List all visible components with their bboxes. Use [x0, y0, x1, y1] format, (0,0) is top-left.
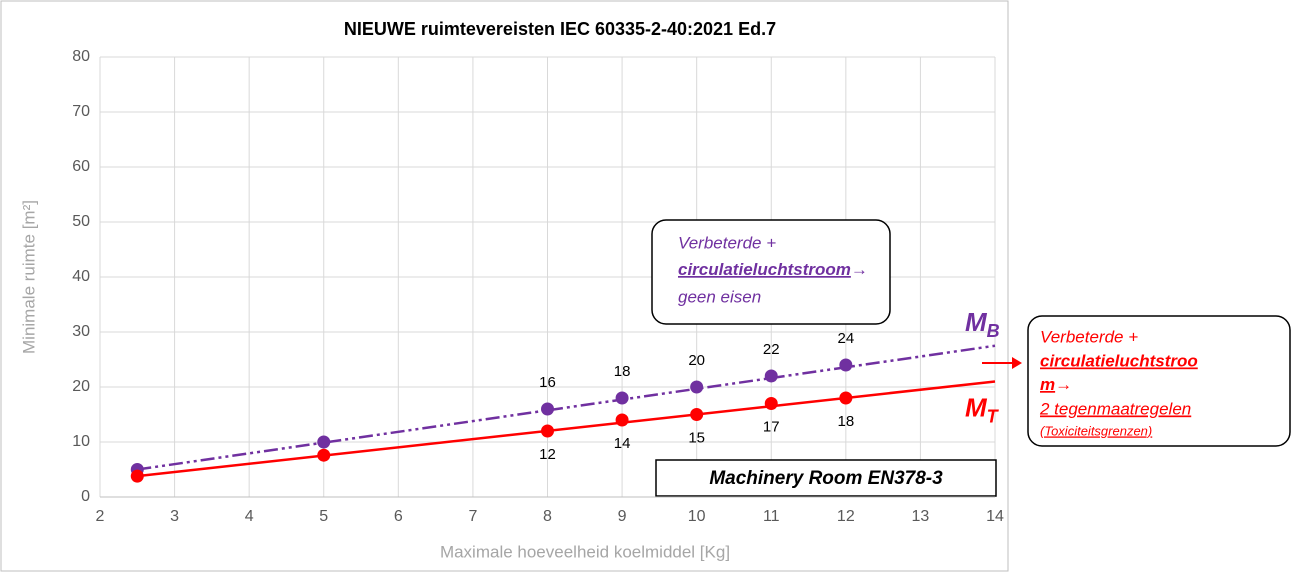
y-tick-label: 0: [81, 488, 90, 505]
x-tick-label: 6: [394, 508, 403, 525]
annotation: (Toxiciteitsgrenzen): [1040, 423, 1152, 438]
annotation: Verbeterde +: [678, 233, 776, 252]
legend-label: MB: [965, 307, 1000, 341]
y-tick-label: 20: [72, 378, 90, 395]
annotation: m: [1040, 375, 1055, 394]
annotation-box: [655, 459, 997, 497]
data-label: 12: [539, 446, 556, 463]
data-point: [839, 391, 853, 405]
x-axis-label: Maximale hoeveelheid koelmiddel [Kg]: [440, 542, 730, 561]
data-label: 17: [763, 418, 780, 435]
annotation: circulatieluchtstroom: [678, 260, 851, 279]
x-tick-label: 13: [912, 508, 930, 525]
x-tick-label: 4: [245, 508, 254, 525]
annotation: →: [1055, 375, 1072, 394]
legend-label: M: [965, 392, 988, 422]
y-tick-label: 40: [72, 268, 90, 285]
x-tick-label: 14: [986, 508, 1004, 525]
y-tick-label: 60: [72, 158, 90, 175]
data-point: [839, 358, 853, 372]
arrow-head: [1012, 357, 1022, 369]
y-tick-label: 80: [72, 48, 90, 65]
x-tick-label: 2: [96, 508, 105, 525]
x-tick-label: 10: [688, 508, 706, 525]
annotation: 2 tegenmaatregelen: [1039, 399, 1191, 418]
annotation: geen eisen: [678, 287, 761, 306]
data-point: [317, 435, 331, 449]
data-point: [130, 469, 144, 483]
annotation-box: [651, 219, 891, 325]
data-label: 18: [837, 413, 854, 430]
x-tick-label: 9: [618, 508, 627, 525]
x-tick-label: 7: [468, 508, 477, 525]
legend-label: MT: [965, 392, 1000, 426]
data-point: [690, 408, 704, 421]
y-tick-label: 70: [72, 103, 90, 120]
y-axis-label: Minimale ruimte [m²]: [19, 200, 38, 354]
annotation: circulatieluchtstroo: [1040, 351, 1198, 370]
chart-title: NIEUWE ruimtevereisten IEC 60335-2-40:20…: [344, 19, 776, 39]
x-tick-label: 12: [837, 508, 855, 525]
data-label: 20: [688, 352, 705, 369]
data-label: 14: [614, 435, 631, 452]
annotation: →: [851, 260, 868, 279]
y-tick-label: 10: [72, 433, 90, 450]
annotation: m→: [1040, 375, 1072, 394]
data-label: 15: [688, 429, 705, 446]
data-point: [541, 424, 554, 438]
data-label: 24: [837, 330, 854, 347]
data-label: 22: [763, 341, 780, 358]
data-point: [317, 448, 331, 462]
legend-label: M: [965, 307, 988, 337]
data-point: [541, 402, 554, 416]
data-point: [615, 391, 629, 405]
data-label: 18: [614, 363, 631, 380]
x-tick-label: 3: [170, 508, 179, 525]
y-tick-label: 30: [72, 323, 90, 340]
x-tick-label: 11: [763, 508, 780, 525]
y-tick-label: 50: [72, 213, 90, 230]
annotation: Verbeterde +: [1040, 327, 1138, 346]
data-point: [764, 369, 778, 383]
annotation: Machinery Room EN378-3: [709, 468, 943, 489]
data-point: [764, 397, 778, 410]
data-point: [690, 380, 704, 394]
data-label: 16: [539, 374, 556, 391]
legend-label: T: [987, 406, 1000, 426]
x-tick-label: 5: [319, 508, 328, 525]
annotation-box: [1027, 315, 1291, 447]
legend-label: B: [987, 321, 1000, 341]
annotation: circulatieluchtstroom→: [678, 260, 868, 279]
data-point: [615, 413, 629, 427]
x-tick-label: 8: [543, 508, 552, 525]
